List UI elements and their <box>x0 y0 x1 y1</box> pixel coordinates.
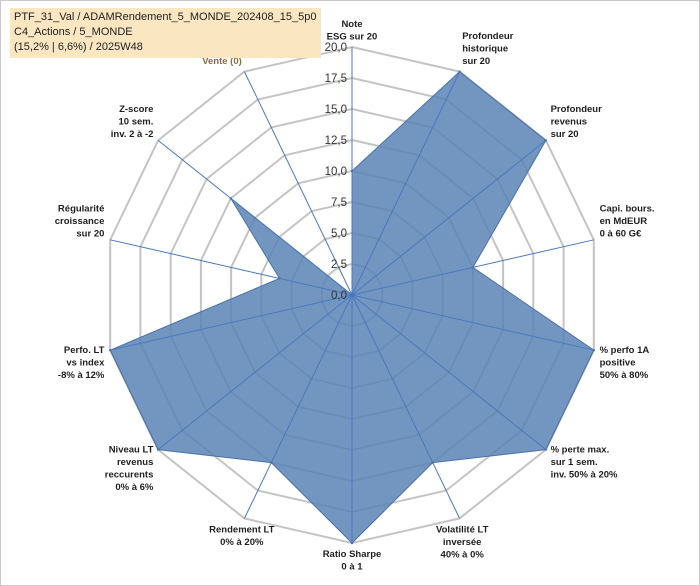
axis-label-line: 0% à 20% <box>220 537 264 548</box>
axis-label-line: sur 20 <box>551 129 579 140</box>
axis-label-line: Rendement LT <box>209 524 274 535</box>
axis-label-line: inv. 50% à 20% <box>551 470 618 481</box>
axis-label-line: 50% à 80% <box>600 370 649 381</box>
axis-label-line: 10 sem. <box>119 116 154 127</box>
axis-label-line: % perte max. <box>551 445 610 456</box>
axis-label: Volatilité LT inversée 40% à 0% <box>436 524 489 560</box>
axis-spoke <box>351 140 547 296</box>
axis-label: % perte max. sur 1 sem. inv. 50% à 20% <box>551 445 618 481</box>
data-point <box>592 349 595 352</box>
axis-label-line: 0 à 1 <box>341 562 363 573</box>
axis-label-line: % perfo 1A <box>600 345 650 356</box>
data-point <box>431 461 434 464</box>
axis-label-line: sur 20 <box>76 228 104 239</box>
axis-spoke <box>243 71 353 296</box>
data-point <box>109 349 112 352</box>
axis-label-line: historique <box>462 44 508 55</box>
axis-label-line: 0 à 60 G€ <box>600 228 642 239</box>
axis-spoke <box>110 239 353 296</box>
axis-spoke <box>351 294 461 519</box>
axis-label-line: vs index <box>66 358 105 369</box>
data-point <box>270 461 273 464</box>
axis-spoke <box>351 71 461 296</box>
data-point <box>278 277 281 280</box>
axis-label-line: inv. 2 à -2 <box>111 129 154 140</box>
axis-label-line: sur 20 <box>462 56 490 67</box>
data-point <box>458 70 461 73</box>
axis-label-line: Note <box>341 19 362 30</box>
axis-label-line: 0% à 6% <box>115 482 154 493</box>
axis-spoke <box>157 140 353 296</box>
axis-label: Régularité croissance sur 20 <box>55 203 105 239</box>
chart-title-box: PTF_31_Val / ADAMRendement_5_MONDE_20240… <box>10 8 322 58</box>
tick-label: 0,0 <box>331 290 347 302</box>
axis-label-line: Profondeur <box>551 104 602 115</box>
tick-label: 2,5 <box>331 259 347 271</box>
tick-label: 20,0 <box>325 42 347 54</box>
axis-label: Profondeur revenus sur 20 <box>551 104 602 140</box>
axis-label: Perfo. LT vs index -8% à 12% <box>58 345 105 381</box>
axis-label-line: Niveau LT <box>109 445 154 456</box>
axis-label-line: Volatilité LT <box>436 524 489 535</box>
axis-label: Ratio Sharpe 0 à 1 <box>323 549 382 573</box>
axis-label-line: Profondeur <box>462 31 513 42</box>
axis-label: Profondeur historique sur 20 <box>462 31 513 67</box>
axis-label-line: Ratio Sharpe <box>323 549 382 560</box>
axis-spoke <box>243 294 353 519</box>
tick-label: 15,0 <box>325 104 347 116</box>
axis-label: Rendement LT 0% à 20% <box>209 524 274 548</box>
axis-label-line: en MdEUR <box>600 216 648 227</box>
data-point <box>544 139 548 142</box>
tick-label: 12,5 <box>325 135 347 147</box>
axis-label-line: reccurents <box>105 470 154 481</box>
axis-label-line: positive <box>600 358 636 369</box>
axis-spoke <box>157 294 353 450</box>
axis-label: Z-score 10 sem. inv. 2 à -2 <box>111 104 154 140</box>
data-point <box>471 266 475 269</box>
data-point <box>156 448 160 451</box>
axis-label-line: revenus <box>117 457 153 468</box>
axis-label-line: Perfo. LT <box>64 345 105 356</box>
axis-label-line: revenus <box>551 116 587 127</box>
chart-title-line-2: C4_Actions / 5_MONDE <box>14 26 133 38</box>
axis-label-line: ESG sur 20 <box>327 32 378 43</box>
chart-title-line-1: PTF_31_Val / ADAMRendement_5_MONDE_20240… <box>14 11 317 23</box>
tick-label: 5,0 <box>331 228 347 240</box>
tick-label: 7,5 <box>331 197 347 209</box>
axis-label-line: Régularité <box>58 203 104 214</box>
axis-label-line: croissance <box>55 216 105 227</box>
data-point <box>229 197 232 200</box>
data-point <box>350 293 354 297</box>
axis-label-line: Z-score <box>119 104 153 115</box>
axis-label: Niveau LT revenus reccurents 0% à 6% <box>105 445 154 494</box>
data-point <box>350 169 354 173</box>
axis-spoke <box>351 294 547 450</box>
axis-label-line: sur 1 sem. <box>551 457 598 468</box>
axis-label-line: Vente (0) <box>202 56 242 67</box>
axis-label-line: -8% à 12% <box>58 370 105 381</box>
data-point <box>350 541 354 545</box>
chart-title-line-3: (15,2% | 6,6%) / 2025W48 <box>14 41 143 53</box>
axis-label: % perfo 1A positive 50% à 80% <box>600 345 650 381</box>
axis-label-line: 40% à 0% <box>441 549 485 560</box>
axis-spoke <box>110 294 353 351</box>
axis-spoke <box>351 294 594 351</box>
axis-label: Capi. bours. en MdEUR 0 à 60 G€ <box>600 203 655 239</box>
axis-label-line: inversée <box>443 537 482 548</box>
axis-label-line: Capi. bours. <box>600 203 655 214</box>
data-point <box>544 448 548 451</box>
tick-label: 10,0 <box>325 166 347 178</box>
axis-label: Note ESG sur 20 <box>327 19 378 43</box>
tick-label: 17,5 <box>325 73 347 85</box>
